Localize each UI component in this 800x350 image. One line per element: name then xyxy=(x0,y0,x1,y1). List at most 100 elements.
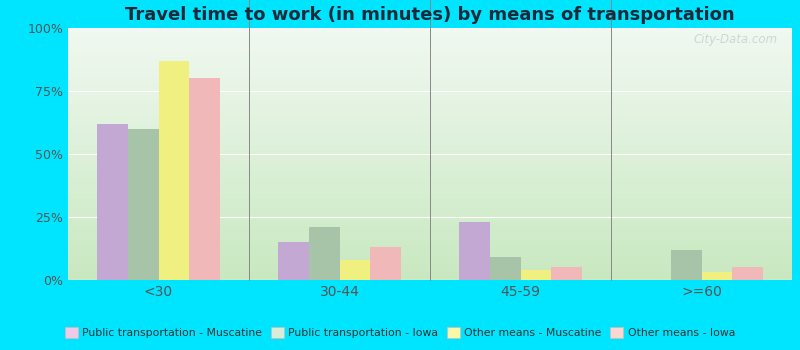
Bar xyxy=(68,32,792,33)
Bar xyxy=(68,237,792,238)
Bar xyxy=(68,242,792,244)
Bar xyxy=(68,226,792,227)
Bar xyxy=(68,262,792,264)
Bar xyxy=(68,240,792,241)
Bar xyxy=(68,172,792,173)
Bar xyxy=(68,145,792,146)
Bar xyxy=(68,198,792,200)
Bar xyxy=(732,267,763,280)
Bar xyxy=(68,279,792,280)
Bar xyxy=(68,78,792,80)
Bar xyxy=(68,99,792,100)
Bar xyxy=(68,77,792,78)
Bar xyxy=(68,271,792,272)
Bar xyxy=(68,221,792,222)
Bar xyxy=(521,270,551,280)
Bar xyxy=(68,276,792,278)
Bar xyxy=(68,64,792,66)
Bar xyxy=(68,167,792,168)
Bar xyxy=(68,75,792,76)
Bar xyxy=(68,216,792,217)
Bar xyxy=(68,49,792,51)
Bar xyxy=(68,56,792,57)
Bar xyxy=(68,252,792,253)
Bar xyxy=(68,80,792,81)
Bar xyxy=(68,218,792,219)
Bar xyxy=(68,181,792,182)
Bar xyxy=(68,37,792,38)
Bar xyxy=(68,136,792,138)
Bar xyxy=(68,232,792,233)
Bar xyxy=(68,241,792,242)
Bar xyxy=(68,85,792,86)
Bar xyxy=(68,202,792,203)
Bar xyxy=(68,130,792,131)
Bar xyxy=(68,183,792,184)
Bar xyxy=(68,165,792,167)
Bar xyxy=(68,133,792,134)
Bar xyxy=(68,158,792,159)
Bar xyxy=(68,149,792,150)
Legend: Public transportation - Muscatine, Public transportation - Iowa, Other means - M: Public transportation - Muscatine, Publi… xyxy=(61,323,739,343)
Bar xyxy=(128,129,158,280)
Bar xyxy=(68,125,792,126)
Bar xyxy=(68,184,792,186)
Bar xyxy=(68,44,792,46)
Bar xyxy=(68,225,792,226)
Bar xyxy=(68,168,792,169)
Bar xyxy=(68,138,792,139)
Bar xyxy=(68,135,792,136)
Bar xyxy=(68,209,792,211)
Bar xyxy=(68,148,792,149)
Bar xyxy=(68,178,792,179)
Bar xyxy=(370,247,401,280)
Bar xyxy=(68,250,792,251)
Bar xyxy=(97,124,128,280)
Bar xyxy=(68,89,792,90)
Bar xyxy=(68,206,792,207)
Bar xyxy=(68,204,792,206)
Bar xyxy=(68,111,792,112)
Bar xyxy=(68,194,792,196)
Bar xyxy=(68,46,792,47)
Bar xyxy=(68,76,792,77)
Bar xyxy=(68,107,792,108)
Bar xyxy=(68,197,792,198)
Bar xyxy=(68,100,792,101)
Bar xyxy=(68,174,792,175)
Bar xyxy=(68,82,792,83)
Bar xyxy=(68,83,792,85)
Bar xyxy=(68,119,792,120)
Bar xyxy=(68,97,792,99)
Bar xyxy=(68,199,792,201)
Bar xyxy=(68,189,792,190)
Bar xyxy=(68,58,792,60)
Bar xyxy=(68,29,792,30)
Bar xyxy=(68,253,792,255)
Bar xyxy=(68,52,792,53)
Bar xyxy=(68,153,792,154)
Bar xyxy=(68,163,792,164)
Bar xyxy=(68,265,792,266)
Bar xyxy=(68,61,792,62)
Bar xyxy=(68,34,792,36)
Bar xyxy=(490,257,521,280)
Bar xyxy=(68,278,792,279)
Bar xyxy=(68,211,792,212)
Bar xyxy=(68,112,792,114)
Bar xyxy=(68,264,792,265)
Bar xyxy=(68,275,792,276)
Bar xyxy=(68,124,792,125)
Bar xyxy=(68,127,792,129)
Bar xyxy=(68,160,792,162)
Bar xyxy=(68,63,792,64)
Bar xyxy=(68,236,792,237)
Bar xyxy=(68,36,792,37)
Bar xyxy=(190,78,220,280)
Bar xyxy=(68,71,792,72)
Bar xyxy=(68,60,792,61)
Bar xyxy=(68,129,792,130)
Bar xyxy=(68,122,792,124)
Bar xyxy=(68,141,792,143)
Bar xyxy=(68,274,792,275)
